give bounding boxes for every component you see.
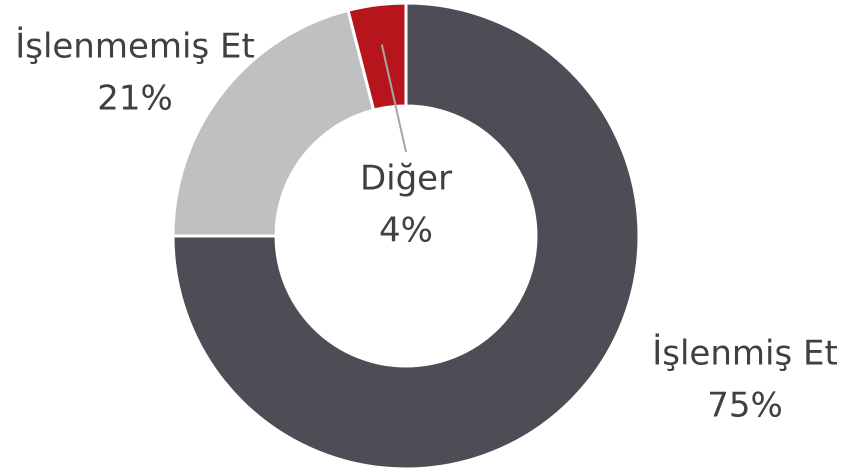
leader-line [380,44,407,153]
slice-value-label: 4% [379,211,433,251]
slice-value-label: 75% [707,386,783,426]
slice-label: Diğer [360,159,452,199]
donut-slice [171,8,376,238]
donut-slice [171,1,641,471]
slice-value-label: 21% [97,79,173,119]
slice-label: İşlenmiş Et [652,334,838,374]
slice-label: İşlenmemiş Et [15,27,255,67]
